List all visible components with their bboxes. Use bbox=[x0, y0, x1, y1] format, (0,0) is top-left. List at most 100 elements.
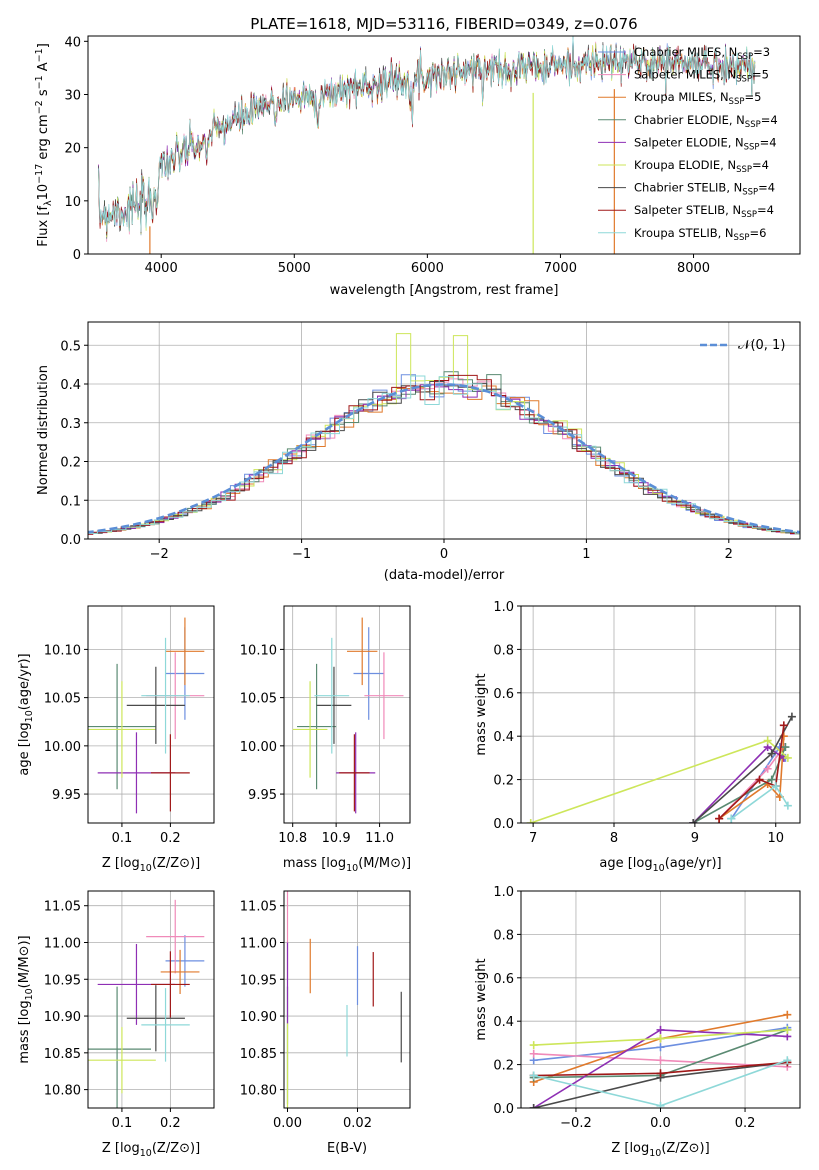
legend-val: =5 bbox=[752, 68, 769, 82]
legend-text: Salpeter ELODIE, N bbox=[634, 135, 744, 149]
y-tick-label: 10.95 bbox=[240, 973, 277, 988]
errorbar-salpeter-miles bbox=[364, 652, 404, 740]
y-tick-label: 10.90 bbox=[240, 1010, 277, 1025]
x-tick-label: 8 bbox=[610, 831, 618, 846]
xlabel-sub: 10 bbox=[346, 863, 358, 874]
y-tick-label: 10.85 bbox=[240, 1047, 277, 1062]
y-tick-label: 0.0 bbox=[493, 817, 514, 832]
x-axis-label: age [log10(age/yr)] bbox=[599, 856, 721, 874]
legend-text: Chabrier STELIB, N bbox=[634, 181, 742, 195]
age-vs-mass-panel: 10.8 10.9 11.0 9.95 10.00 10.05 10.10 mass [log… bbox=[240, 605, 411, 874]
xlabel-sub: 10 bbox=[653, 863, 665, 874]
errorbar-chabrier-miles bbox=[165, 935, 205, 987]
ylabel-main: mass [log bbox=[17, 1000, 32, 1063]
legend-sub: SSP bbox=[729, 97, 745, 107]
errorbar-kroupa-miles bbox=[160, 949, 200, 994]
legend-val: =4 bbox=[752, 158, 769, 172]
x-tick-label: −1 bbox=[292, 547, 311, 562]
spectrum-frame bbox=[87, 35, 801, 255]
xlabel-rest: (Z/Z⊙)] bbox=[152, 1141, 200, 1156]
ylabel-rest: (age/yr)] bbox=[17, 653, 32, 710]
ylabel-main: age [log bbox=[17, 722, 32, 775]
y-tick-label: 0.6 bbox=[493, 972, 514, 987]
y-tick-label: 0.0 bbox=[60, 533, 81, 548]
y-tick-label: 10 bbox=[64, 195, 81, 210]
errorbar-kroupa-stelib bbox=[141, 637, 190, 754]
point-marker bbox=[715, 814, 724, 823]
legend-label: Salpeter ELODIE, NSSP=4 bbox=[634, 135, 777, 152]
x-tick-label: 0.1 bbox=[112, 831, 133, 846]
errorbar-chabrier-stelib bbox=[126, 985, 185, 1052]
point-marker bbox=[779, 721, 788, 730]
errorbar-kroupa-miles bbox=[165, 617, 205, 686]
ylabel-part: −1 bbox=[34, 75, 45, 89]
y-axis-label: mass weight bbox=[474, 958, 489, 1040]
xlabel-main: Z [log bbox=[102, 1141, 140, 1156]
y-tick-label: 0.4 bbox=[493, 730, 514, 745]
histograms bbox=[88, 333, 800, 536]
y-tick-label: 10.00 bbox=[240, 740, 277, 755]
xlabel-rest: (M/M⊙)] bbox=[358, 856, 411, 871]
grid bbox=[284, 606, 410, 823]
y-tick-label: 10.80 bbox=[44, 1084, 81, 1099]
errorbar-chabrier-stelib bbox=[316, 666, 352, 744]
point-marker bbox=[783, 1056, 792, 1065]
x-axis-label: Z [log10(Z/Z⊙)] bbox=[102, 856, 200, 874]
legend-text: Kroupa MILES, N bbox=[634, 90, 729, 104]
legend-sub: SSP bbox=[744, 142, 760, 152]
legend-sub: SSP bbox=[736, 75, 752, 85]
point-marker bbox=[526, 819, 535, 823]
x-tick-label: 0.2 bbox=[160, 1116, 181, 1131]
x-tick-label: 0.0 bbox=[650, 1116, 671, 1131]
point-marker bbox=[656, 1043, 665, 1052]
x-tick-label: 1 bbox=[582, 547, 590, 562]
point-marker bbox=[781, 743, 790, 752]
legend-sub: SSP bbox=[737, 52, 753, 62]
series-salpeter-stelib bbox=[718, 725, 785, 820]
errorbar-kroupa-stelib bbox=[314, 637, 350, 754]
y-tick-label: 10.80 bbox=[240, 1084, 277, 1099]
point-marker bbox=[656, 1025, 665, 1034]
x-tick-label: 10.9 bbox=[322, 831, 351, 846]
y-tick-label: 10.95 bbox=[44, 973, 81, 988]
grid bbox=[88, 891, 214, 1108]
x-tick-label: 10.8 bbox=[278, 831, 307, 846]
y-tick-label: 11.05 bbox=[44, 900, 81, 915]
y-tick-label: 10.10 bbox=[44, 643, 81, 658]
point-marker bbox=[689, 819, 698, 823]
marks bbox=[88, 617, 205, 814]
ylabel-part: ] bbox=[36, 43, 51, 48]
legend-text: Chabrier MILES, N bbox=[634, 45, 737, 59]
x-tick-label: 8000 bbox=[677, 261, 710, 276]
legend-label: Kroupa MILES, NSSP=5 bbox=[634, 90, 761, 107]
legend-sub: SSP bbox=[736, 165, 752, 175]
x-tick-label: 0.2 bbox=[735, 1116, 756, 1131]
y-tick-label: 10.85 bbox=[44, 1047, 81, 1062]
legend-sub: SSP bbox=[745, 120, 761, 130]
y-tick-label: 0.2 bbox=[493, 1059, 514, 1074]
frame bbox=[520, 890, 801, 1109]
x-tick-label: 0.00 bbox=[273, 1116, 302, 1131]
y-tick-label: 9.95 bbox=[52, 788, 81, 803]
legend-label: Salpeter STELIB, NSSP=4 bbox=[634, 203, 774, 220]
ylabel-part: −2 bbox=[34, 100, 45, 114]
y-tick-label: 10.00 bbox=[44, 740, 81, 755]
x-tick-label: 2 bbox=[725, 547, 733, 562]
errorbar-chabrier-elodie bbox=[297, 663, 337, 790]
frame bbox=[87, 605, 215, 824]
legend-text: Kroupa ELODIE, N bbox=[634, 158, 736, 172]
x-tick-label: 11.0 bbox=[365, 831, 394, 846]
xlabel-sub: 10 bbox=[140, 863, 152, 874]
x-tick-label: 9 bbox=[691, 831, 699, 846]
y-tick-label: 0.8 bbox=[493, 928, 514, 943]
x-tick-label: 4000 bbox=[145, 261, 178, 276]
x-axis-label: Z [log10(Z/Z⊙)] bbox=[102, 1141, 200, 1159]
y-tick-label: 40 bbox=[64, 35, 81, 50]
residual-ylabel: Normed distribution bbox=[36, 365, 51, 495]
legend-val: =4 bbox=[757, 203, 774, 217]
residual-xlabel: (data-model)/error bbox=[384, 568, 505, 583]
point-marker bbox=[656, 1034, 665, 1043]
